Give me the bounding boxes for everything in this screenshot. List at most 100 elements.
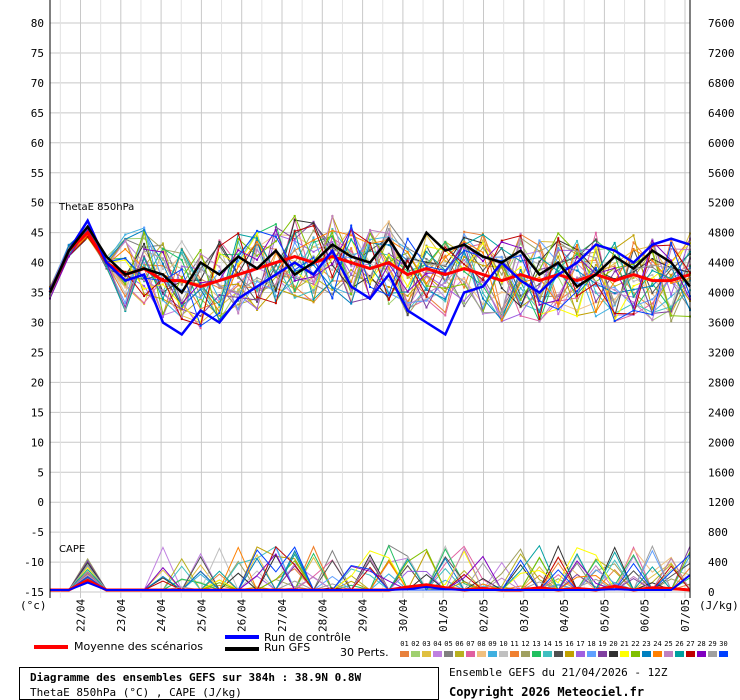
pert-point [180,308,183,311]
pert-point [594,310,597,313]
pert-point [274,289,277,292]
pert-point [481,242,484,245]
legend-gfs-swatch [225,647,259,651]
y-tick-left: 35 [31,287,44,300]
pert-point [594,315,597,318]
pert-point [406,276,409,279]
pert-point [293,214,296,217]
y-tick-right: 2800 [708,376,735,389]
pert-point [406,237,409,240]
pert-point [538,320,541,323]
pert-point [519,269,522,272]
pert-point [218,300,221,303]
pert-legend-swatch [686,651,695,657]
pert-point [651,264,654,267]
pert-point [632,241,635,244]
pert-legend-number: 07 [466,640,475,648]
pert-point [180,251,183,254]
pert-point [312,229,315,232]
pert-point [406,301,409,304]
y-tick-right: 6000 [708,137,735,150]
pert-point [594,257,597,260]
pert-point [256,299,259,302]
pert-point [143,295,146,298]
pert-legend-number: 17 [576,640,585,648]
pert-point [538,263,541,266]
y-tick-right: 800 [708,526,728,539]
pert-point [256,254,259,257]
pert-legend-item: 16 [564,640,575,660]
pert-point [312,220,315,223]
pert-legend-swatch [697,651,706,657]
pert-point [651,302,654,305]
pert-point [406,247,409,250]
pert-point [293,264,296,267]
pert-point [350,250,353,253]
x-tick-label: 26/04 [236,599,249,632]
y-tick-left: 50 [31,197,44,210]
pert-point [350,290,353,293]
pert-point [312,300,315,303]
pert-point [444,271,447,274]
pert-legend-number: 20 [609,640,618,648]
y-tick-right: 4000 [708,287,735,300]
pert-point [406,290,409,293]
pert-point [350,224,353,227]
y-tick-left: 0 [37,496,44,509]
pert-point [481,312,484,315]
info-title: Diagramme des ensembles GEFS sur 384h : … [30,671,362,684]
pert-point [105,265,108,268]
x-tick-label: 03/05 [518,599,531,632]
pert-point [406,314,409,317]
pert-point [293,294,296,297]
pert-point [218,285,221,288]
legend-mean-label: Moyenne des scénarios [74,640,203,653]
x-tick-label: 02/05 [478,599,491,632]
pert-point [312,275,315,278]
pert-legend-item: 23 [641,640,652,660]
pert-point [143,261,146,264]
pert-point [481,297,484,300]
pert-point [161,264,164,267]
pert-point [557,308,560,311]
pert-point [463,236,466,239]
pert-point [161,297,164,300]
pert-point [350,268,353,271]
pert-point [124,248,127,251]
pert-point [143,264,146,267]
pert-point [237,237,240,240]
pert-point [670,267,673,270]
pert-point [632,284,635,287]
pert-point [274,253,277,256]
pert-legend-item: 12 [520,640,531,660]
pert-point [274,223,277,226]
pert-point [143,249,146,252]
pert-point [331,229,334,232]
pert-point [312,263,315,266]
pert-point [670,247,673,250]
pert-legend-swatch [708,651,717,657]
pert-point [350,234,353,237]
pert-point [237,282,240,285]
x-tick-label: 23/04 [115,599,128,632]
pert-legend-item: 02 [410,640,421,660]
pert-legend-number: 02 [411,640,420,648]
pert-point [557,266,560,269]
pert-point [180,318,183,321]
pert-point [237,240,240,243]
pert-point [293,276,296,279]
pert-point [651,273,654,276]
pert-point [651,291,654,294]
pert-point [237,308,240,311]
pert-point [218,296,221,299]
pert-point [670,244,673,247]
pert-point [425,297,428,300]
x-tick-label: 25/04 [195,599,208,632]
pert-point [312,222,315,225]
pert-point [161,257,164,260]
pert-point [143,242,146,245]
pert-point [500,319,503,322]
pert-point [237,284,240,287]
y-tick-right: 4800 [708,227,735,240]
pert-point [463,240,466,243]
